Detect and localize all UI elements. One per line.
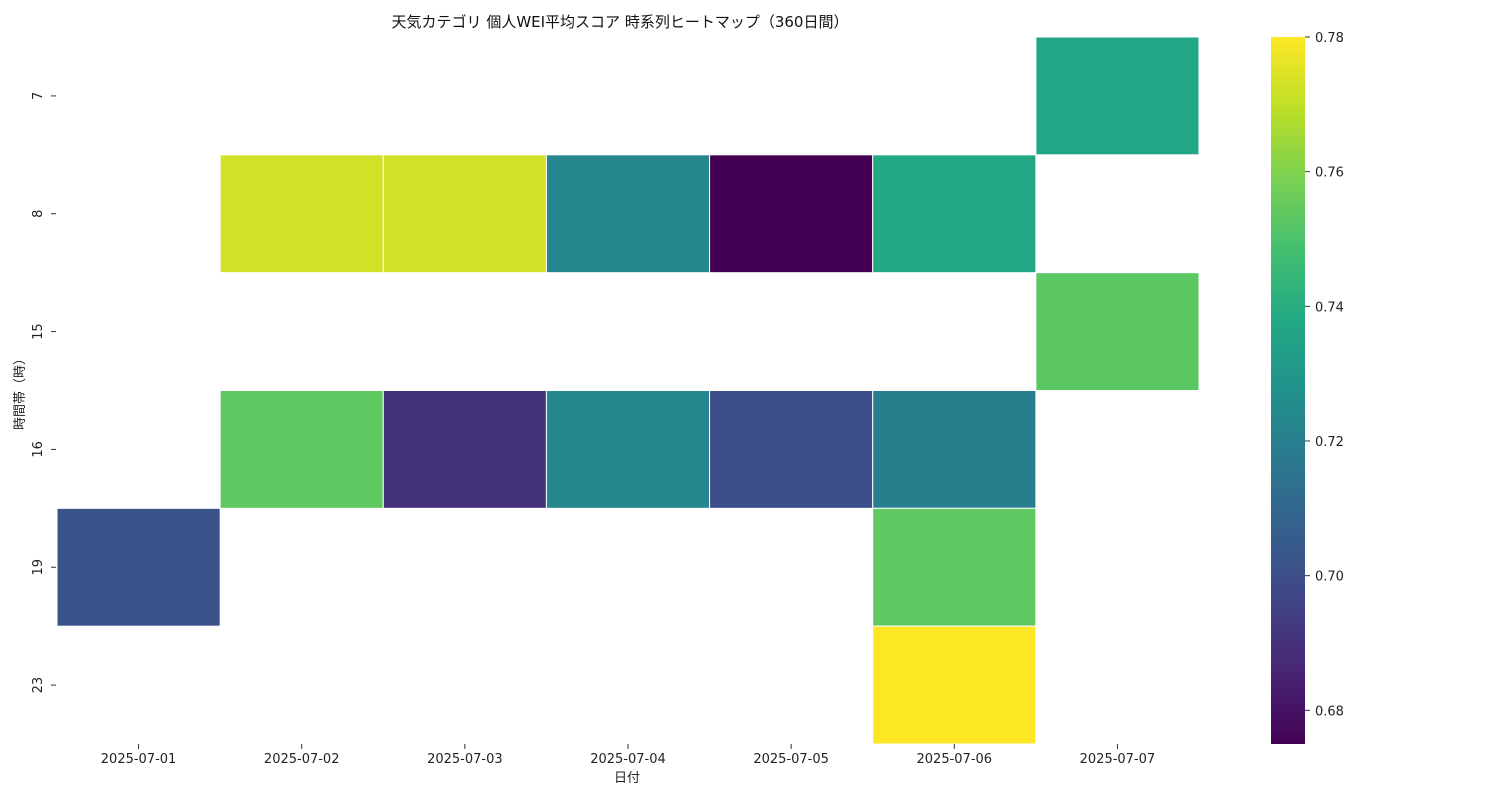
- colorbar: 0.68 0.70 0.72 0.74 0.76 0.78: [1271, 31, 1344, 744]
- y-tick-label: 19: [31, 559, 46, 576]
- x-tick-label: 2025-07-01: [101, 752, 177, 767]
- heatmap-cell-19-2025-07-06: [872, 507, 1037, 627]
- heatmap-cell-16-2025-07-03: [382, 390, 547, 509]
- y-axis: 7 8 15 16 19 23: [31, 92, 56, 694]
- x-axis-label: 日付: [614, 771, 640, 786]
- heatmap-cell-16-2025-07-06: [872, 390, 1037, 509]
- x-tick-label: 2025-07-03: [427, 752, 503, 767]
- x-tick-label: 2025-07-07: [1080, 752, 1156, 767]
- heatmap-cell-8-2025-07-04: [545, 154, 711, 274]
- colorbar-tick-label: 0.70: [1315, 570, 1344, 585]
- x-axis: 2025-07-01 2025-07-02 2025-07-03 2025-07-04…: [101, 744, 1155, 767]
- heatmap-cell-8-2025-07-02: [219, 154, 384, 274]
- heatmap-cell-15-2025-07-07: [1035, 272, 1200, 391]
- colorbar-tick-label: 0.78: [1315, 31, 1344, 46]
- heatmap-cell-19-2025-07-01: [56, 507, 221, 627]
- heatmap-cell-23-2025-07-06: [872, 625, 1037, 745]
- colorbar-tick-label: 0.68: [1315, 704, 1344, 719]
- x-tick-label: 2025-07-05: [753, 752, 829, 767]
- colorbar-tick-label: 0.76: [1315, 166, 1344, 181]
- x-tick-label: 2025-07-06: [917, 752, 993, 767]
- colorbar-tick-label: 0.74: [1315, 300, 1344, 315]
- heatmap-cell-16-2025-07-02: [219, 390, 384, 509]
- y-tick-label: 15: [31, 323, 46, 340]
- y-axis-label: 時間帯（時）: [13, 352, 28, 430]
- x-tick-label: 2025-07-04: [590, 752, 666, 767]
- y-tick-label: 16: [31, 441, 46, 458]
- colorbar-tick-label: 0.72: [1315, 435, 1344, 450]
- chart-title: 天気カテゴリ 個人WEI平均スコア 時系列ヒートマップ（360日間）: [392, 13, 849, 31]
- heatmap-cell-8-2025-07-05: [709, 154, 874, 274]
- y-tick-label: 8: [31, 210, 46, 218]
- x-tick-label: 2025-07-02: [264, 752, 340, 767]
- heatmap-cell-8-2025-07-03: [382, 154, 547, 274]
- heatmap-cell-7-2025-07-07: [1035, 36, 1200, 156]
- heatmap-cell-8-2025-07-06: [872, 154, 1037, 274]
- colorbar-gradient: [1271, 37, 1305, 744]
- y-tick-label: 23: [31, 677, 46, 694]
- heatmap-cell-16-2025-07-05: [709, 390, 874, 509]
- y-tick-label: 7: [31, 92, 46, 100]
- heatmap-cell-16-2025-07-04: [545, 390, 711, 509]
- heatmap-cells: [56, 36, 1200, 745]
